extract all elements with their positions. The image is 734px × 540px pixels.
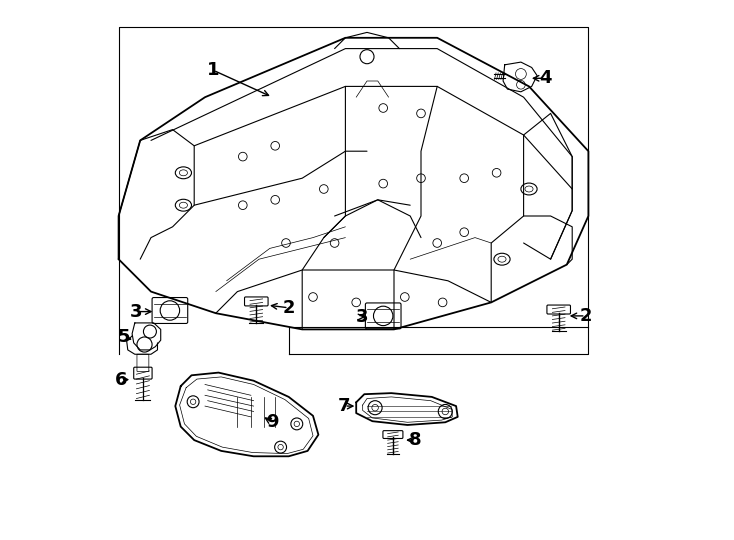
Text: 6: 6 [115, 370, 127, 389]
Text: 2: 2 [283, 299, 295, 317]
Text: 4: 4 [539, 69, 551, 87]
Text: 3: 3 [355, 308, 368, 326]
Text: 3: 3 [130, 302, 142, 321]
Text: 5: 5 [117, 328, 130, 347]
Text: 1: 1 [207, 61, 219, 79]
Text: 9: 9 [266, 413, 279, 431]
Text: 2: 2 [579, 307, 592, 325]
Text: 8: 8 [410, 431, 422, 449]
Text: 7: 7 [338, 397, 351, 415]
